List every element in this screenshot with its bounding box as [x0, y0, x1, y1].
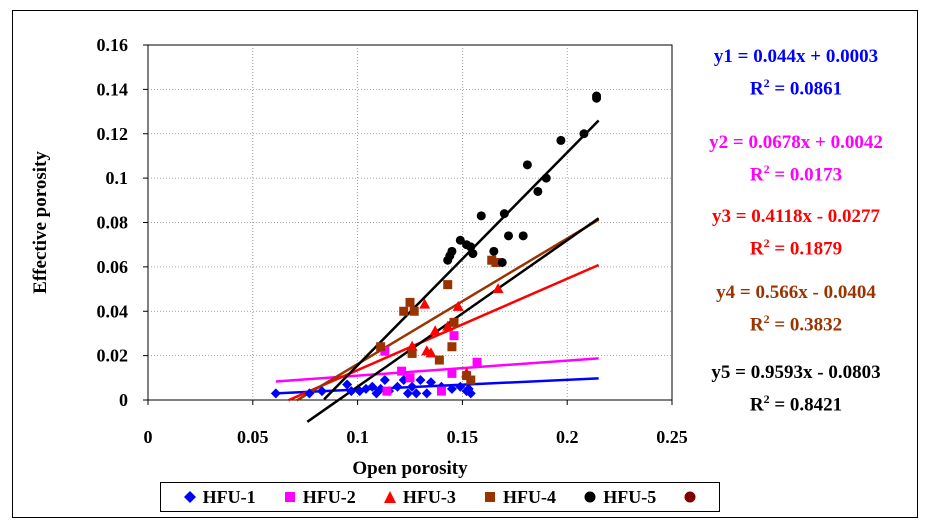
data-point-hfu-4	[376, 342, 386, 352]
data-point-hfu-4	[405, 297, 415, 307]
square-icon	[284, 492, 295, 502]
data-point-hfu-5	[556, 135, 566, 145]
trendline-hfu-5	[323, 119, 600, 401]
x-tick-label: 0	[144, 427, 153, 447]
data-point-hfu-2	[397, 366, 407, 376]
data-point-hfu-1	[379, 375, 390, 386]
y-tick-label: 0.02	[97, 346, 129, 366]
trendline-hfu-2	[275, 357, 599, 383]
data-point-hfu-1	[421, 388, 432, 399]
data-point-hfu-5	[497, 257, 507, 267]
circle-icon	[584, 491, 596, 503]
data-point-hfu-5	[455, 235, 465, 245]
data-point-hfu-4	[449, 317, 459, 327]
equation-hfu-2: y2 = 0.0678x + 0.0042 R2 = 0.0173	[709, 132, 883, 186]
y-tick-label: 0.04	[97, 301, 129, 321]
data-point-hfu-1	[407, 381, 418, 392]
equation-hfu-5: y5 = 0.9593x - 0.0803 R2 = 0.8421	[711, 362, 881, 416]
data-point-hfu-3	[492, 283, 504, 294]
y-tick-label: 0.08	[97, 213, 129, 233]
trendline-hfu-1	[275, 377, 599, 395]
y-tick-label: 0.16	[97, 35, 129, 55]
data-point-hfu-1	[415, 375, 426, 386]
legend-item-unnamed	[683, 490, 697, 504]
x-tick-label: 0.05	[237, 427, 269, 447]
data-point-hfu-4	[491, 257, 501, 267]
trendline-hfu-3	[287, 263, 600, 402]
data-point-hfu-2	[436, 386, 446, 396]
data-point-hfu-1	[304, 388, 315, 399]
legend: HFU-1 HFU-2 HFU-3 HFU-4 HFU-5	[160, 482, 720, 512]
x-tick-label: 0.1	[346, 427, 369, 447]
legend-item-hfu-1: HFU-1	[183, 487, 256, 508]
legend-item-hfu-4: HFU-4	[483, 487, 556, 508]
y-tick-label: 0.06	[97, 257, 129, 277]
data-point-hfu-2	[405, 373, 415, 383]
data-point-hfu-4	[399, 306, 409, 316]
triangle-icon	[383, 491, 396, 503]
square-icon	[485, 492, 496, 502]
y-axis-label: Effective porosity	[30, 151, 51, 294]
data-point-hfu-4	[443, 280, 453, 290]
data-point-hfu-5	[518, 231, 528, 241]
equation-hfu-4: y4 = 0.566x - 0.0404 R2 = 0.3832	[716, 282, 876, 336]
x-tick-label: 0.15	[447, 427, 479, 447]
data-point-hfu-2	[447, 368, 457, 378]
y-tick-label: 0.1	[106, 168, 129, 188]
data-point-hfu-5	[489, 246, 499, 256]
data-point-hfu-1	[446, 383, 457, 394]
data-point-hfu-4	[407, 348, 417, 358]
data-point-hfu-1	[342, 379, 353, 390]
data-point-hfu-5	[468, 249, 478, 259]
equation-hfu-3: y3 = 0.4118x - 0.0277 R2 = 0.1879	[711, 206, 881, 260]
data-point-hfu-1	[411, 388, 422, 399]
legend-item-hfu-3: HFU-3	[383, 487, 456, 508]
equation-hfu-1: y1 = 0.044x + 0.0003 R2 = 0.0861	[713, 46, 879, 100]
data-point-hfu-3	[406, 340, 418, 351]
data-point-hfu-5	[504, 231, 514, 241]
circle-icon	[684, 491, 696, 503]
data-point-hfu-5	[499, 209, 509, 219]
data-point-hfu-5	[579, 129, 589, 139]
data-point-hfu-4	[447, 342, 457, 352]
data-point-hfu-4	[466, 375, 476, 385]
data-point-hfu-5	[522, 160, 532, 170]
data-point-hfu-1	[270, 388, 281, 399]
data-point-hfu-1	[367, 381, 378, 392]
data-point-hfu-2	[449, 331, 459, 341]
x-tick-label: 0.2	[556, 427, 579, 447]
data-point-hfu-3	[452, 300, 464, 311]
x-tick-label: 0.25	[656, 427, 688, 447]
diamond-icon	[183, 491, 196, 503]
data-point-hfu-5	[541, 173, 551, 183]
data-point-hfu-1	[316, 386, 327, 397]
data-point-hfu-5	[447, 246, 457, 256]
data-point-hfu-1	[455, 381, 466, 392]
y-tick-label: 0	[119, 390, 128, 410]
data-point-hfu-3	[429, 325, 441, 336]
data-point-hfu-1	[392, 381, 403, 392]
legend-item-hfu-2: HFU-2	[283, 487, 356, 508]
data-point-hfu-5	[476, 211, 486, 221]
data-point-hfu-1	[465, 388, 476, 399]
data-point-hfu-2	[472, 357, 482, 367]
data-point-hfu-1	[402, 388, 413, 399]
x-axis-label: Open porosity	[352, 458, 468, 479]
data-point-hfu-4	[434, 355, 444, 365]
trendline-hfu-4	[296, 218, 600, 402]
data-point-hfu-2	[382, 386, 392, 396]
data-point-hfu-5	[533, 186, 543, 196]
data-point-hfu-3	[419, 298, 431, 309]
data-point-hfu-3	[442, 320, 454, 331]
y-tick-label: 0.14	[97, 79, 129, 99]
data-point-hfu-1	[425, 377, 436, 388]
data-point-hfu-1	[346, 386, 357, 397]
data-point-hfu-5	[592, 91, 602, 101]
legend-item-hfu-5: HFU-5	[583, 487, 656, 508]
chart-frame	[12, 10, 918, 518]
y-tick-label: 0.12	[97, 124, 129, 144]
data-point-hfu-4	[409, 306, 419, 316]
data-point-hfu-3	[425, 347, 437, 358]
